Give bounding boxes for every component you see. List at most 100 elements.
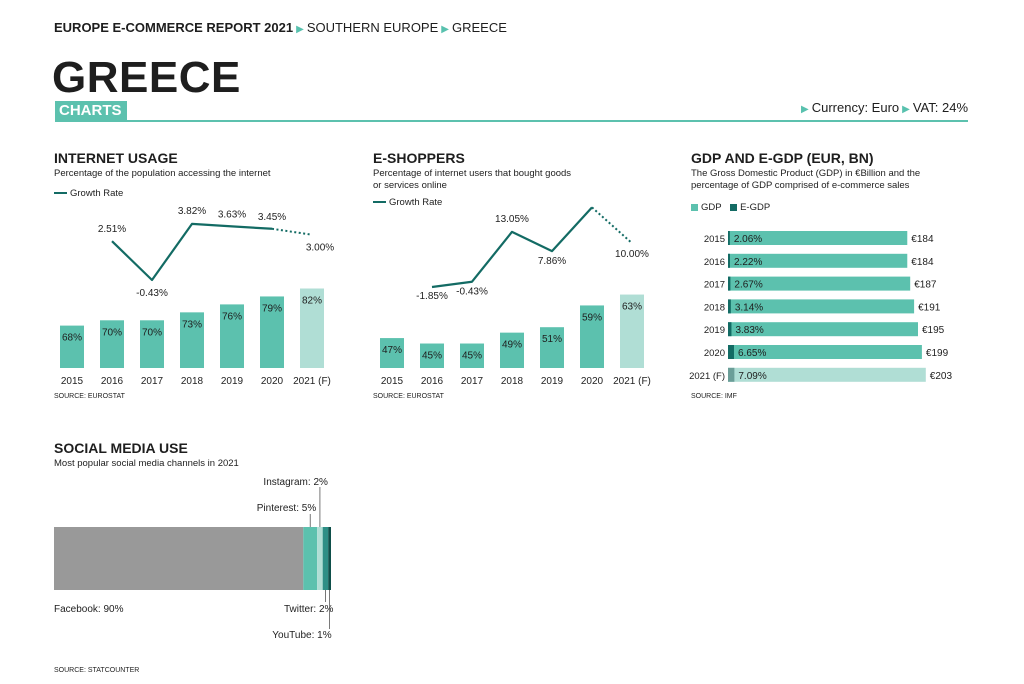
social-media-chart: Facebook: 90% Pinterest: 5% Instagram: 2% T… — [54, 477, 334, 641]
eshoppers-legend-label: Growth Rate — [389, 197, 443, 208]
growth-label: -0.43% — [456, 287, 488, 298]
gdp-value-label: €191 — [918, 302, 941, 313]
internet-legend: Growth Rate — [54, 188, 123, 199]
internet-subtitle: Percentage of the population accessing t… — [54, 168, 271, 179]
currency-label: Currency: Euro — [811, 100, 900, 115]
gdp-year-label: 2017 — [704, 280, 725, 291]
bar-label: 51% — [542, 334, 562, 345]
gdp-source: SOURCE: IMF — [691, 393, 737, 400]
page-title: GREECE — [52, 53, 241, 102]
egdp-bar-2015 — [728, 231, 730, 245]
label-youtube: YouTube: 1% — [272, 630, 331, 641]
bar-label: 59% — [582, 312, 602, 323]
x-tick-label: 2015 — [381, 376, 404, 387]
gdp-year-label: 2016 — [704, 257, 725, 268]
breadcrumb-arrow-icon: ▶ — [296, 24, 304, 35]
eshoppers-subtitle-line1: Percentage of internet users that bought… — [373, 168, 572, 179]
internet-title: INTERNET USAGE — [54, 150, 178, 166]
internet-usage-chart: 68% 2015 70% 2016 70% 2017 73% 2018 76% 2019 79% 20… — [60, 206, 334, 387]
gdp-legend: GDP E-GDP — [691, 202, 770, 213]
bar-label: 45% — [462, 351, 482, 362]
legend-line-icon — [373, 201, 386, 204]
gdp-year-label: 2018 — [704, 302, 725, 313]
eshoppers-subtitle-line2: or services online — [373, 180, 447, 191]
arrow-icon: ▶ — [902, 104, 910, 115]
growth-label: -0.43% — [136, 288, 168, 299]
x-tick-label: 2015 — [61, 376, 84, 387]
x-tick-label: 2018 — [181, 376, 204, 387]
bar-2016 — [100, 320, 124, 368]
bar-2020 — [260, 296, 284, 368]
bar-label: 76% — [222, 311, 242, 322]
gdp-value-label: €184 — [911, 257, 934, 268]
gdp-bar-2016 — [728, 253, 908, 268]
growth-line-forecast — [271, 227, 313, 236]
vat-label: VAT: 24% — [912, 100, 968, 115]
segment-facebook — [54, 527, 304, 590]
breadcrumb-region[interactable]: SOUTHERN EUROPE — [306, 20, 439, 35]
header-divider — [55, 120, 968, 122]
gdp-title: GDP AND E-GDP (EUR, BN) — [691, 150, 874, 166]
egdp-label: 2.22% — [734, 257, 762, 268]
segment-twitter — [322, 527, 329, 590]
legend-gdp-swatch-icon — [691, 203, 698, 211]
growth-label: 3.00% — [306, 243, 334, 254]
label-instagram: Instagram: 2% — [263, 477, 328, 488]
x-tick-label: 2019 — [541, 376, 564, 387]
breadcrumb-report[interactable]: EUROPE E-COMMERCE REPORT 2021 — [54, 20, 294, 35]
social-subtitle: Most popular social media channels in 20… — [54, 458, 239, 469]
gdp-legend-egdp: E-GDP — [740, 202, 771, 213]
growth-label: -1.85% — [416, 291, 448, 302]
breadcrumb-country[interactable]: GREECE — [451, 20, 507, 35]
breadcrumb: EUROPE E-COMMERCE REPORT 2021 ▶ SOUTHERN E… — [54, 20, 507, 35]
x-tick-label: 2021 (F) — [613, 376, 651, 387]
country-meta: ▶ Currency: Euro ▶ VAT: 24% — [798, 100, 968, 115]
gdp-bar-2021 (F) — [728, 367, 926, 382]
internet-legend-label: Growth Rate — [70, 188, 124, 199]
breadcrumb-arrow-icon: ▶ — [441, 24, 449, 35]
bar-label: 68% — [62, 333, 82, 344]
gdp-value-label: €187 — [914, 280, 937, 291]
legend-egdp-swatch-icon — [730, 203, 738, 211]
egdp-label: 6.65% — [738, 348, 766, 359]
bar-2021 (F) — [300, 288, 324, 368]
growth-label: 3.63% — [218, 209, 246, 220]
segment-pinterest — [303, 527, 318, 590]
gdp-year-label: 2021 (F) — [689, 371, 725, 382]
segment-youtube — [328, 527, 331, 590]
egdp-label: 2.06% — [734, 234, 762, 245]
x-tick-label: 2020 — [261, 376, 284, 387]
bar-2015 — [380, 338, 404, 368]
x-tick-label: 2018 — [501, 376, 524, 387]
growth-label: 2.51% — [98, 224, 126, 235]
growth-label: 7.86% — [538, 256, 566, 267]
internet-source: SOURCE: EUROSTAT — [54, 393, 125, 400]
gdp-bar-2018 — [728, 299, 915, 314]
x-tick-label: 2019 — [221, 376, 244, 387]
bar-2020 — [580, 305, 604, 368]
gdp-year-label: 2019 — [704, 325, 725, 336]
bar-2015 — [60, 325, 84, 368]
egdp-label: 3.83% — [735, 325, 763, 336]
gdp-value-label: €203 — [930, 371, 953, 382]
label-pinterest: Pinterest: 5% — [257, 503, 317, 514]
bar-2019 — [220, 304, 244, 368]
egdp-bar-2021 (F) — [728, 367, 735, 382]
segment-instagram — [317, 527, 323, 590]
egdp-label: 3.14% — [735, 302, 763, 313]
gdp-chart: 2015 2.06% €184 2016 2.22% €184 2017 2.67% €187 2… — [689, 231, 953, 382]
bar-label: 73% — [182, 319, 202, 330]
growth-label: 13.05% — [495, 214, 529, 225]
bar-2017 — [140, 320, 164, 368]
eshoppers-legend: Growth Rate — [373, 197, 442, 208]
growth-line — [431, 206, 593, 289]
bar-2018 — [180, 312, 204, 368]
bar-label: 63% — [622, 302, 642, 313]
growth-label: 10.00% — [615, 249, 649, 260]
gdp-value-label: €195 — [922, 325, 945, 336]
x-tick-label: 2017 — [461, 376, 484, 387]
x-tick-label: 2020 — [581, 376, 604, 387]
bar-label: 82% — [302, 296, 322, 307]
egdp-bar-2018 — [728, 299, 731, 314]
social-title: SOCIAL MEDIA USE — [54, 440, 188, 456]
